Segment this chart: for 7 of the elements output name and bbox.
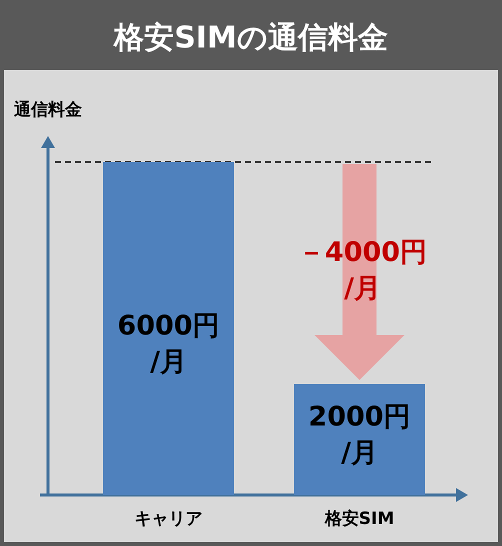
- annotation: －4000円 /月: [298, 236, 428, 304]
- y-axis-title: 通信料金: [13, 100, 82, 120]
- data-label: 2000円 /月: [308, 401, 411, 468]
- x-tick-label: キャリア: [134, 509, 202, 529]
- x-tick-label: 格安SIM: [324, 509, 394, 529]
- chart-title: 格安SIMの通信料金: [113, 20, 388, 56]
- data-label: 6000円 /月: [117, 310, 220, 377]
